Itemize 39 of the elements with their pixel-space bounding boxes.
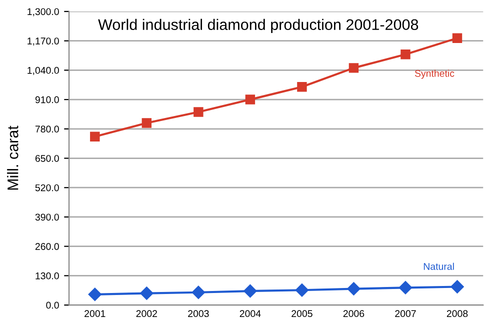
y-tick-label: 520.0	[35, 184, 59, 192]
y-tick-label: 260.0	[35, 243, 59, 250]
y-tick-label: 910.0	[35, 96, 59, 104]
point	[348, 63, 359, 73]
point	[142, 118, 152, 128]
series-label: Synthetic	[414, 70, 454, 79]
y-tick-label: 1,300.0	[28, 8, 59, 16]
y-tick-label: 130.0	[36, 272, 59, 280]
y-tick-label: 1,170.0	[28, 38, 59, 46]
y-tick-label: 0.0	[46, 302, 59, 309]
point	[450, 280, 464, 294]
series-label: Natural	[424, 262, 454, 270]
x-tick-label: 2004	[240, 310, 261, 318]
point	[244, 284, 257, 298]
x-tick-label: 2006	[343, 310, 364, 318]
point	[245, 94, 256, 104]
point	[452, 33, 462, 43]
point	[192, 286, 206, 299]
point	[347, 282, 360, 296]
y-tick-label: 1,040.0	[28, 66, 59, 75]
x-tick-label: 2003	[188, 310, 209, 318]
point	[398, 281, 412, 294]
x-tick-label: 2005	[292, 310, 312, 318]
x-tick-label: 2008	[446, 310, 468, 318]
chart-title: World industrial diamond production 2001-2008	[98, 18, 418, 34]
x-tick-label: 2002	[136, 310, 157, 318]
point	[297, 82, 307, 92]
y-tick-label: 390.0	[35, 214, 59, 221]
x-tick-label: 2007	[395, 310, 416, 318]
point	[90, 132, 100, 142]
point	[295, 284, 309, 297]
point	[88, 288, 102, 302]
y-tick-label: 650.0	[35, 154, 59, 162]
y-axis-title: Mill. carat	[7, 126, 18, 190]
point	[194, 107, 204, 117]
y-tick-label: 780.0	[35, 126, 59, 133]
point	[140, 286, 154, 300]
x-tick-label: 2001	[84, 310, 106, 318]
point	[400, 50, 410, 60]
